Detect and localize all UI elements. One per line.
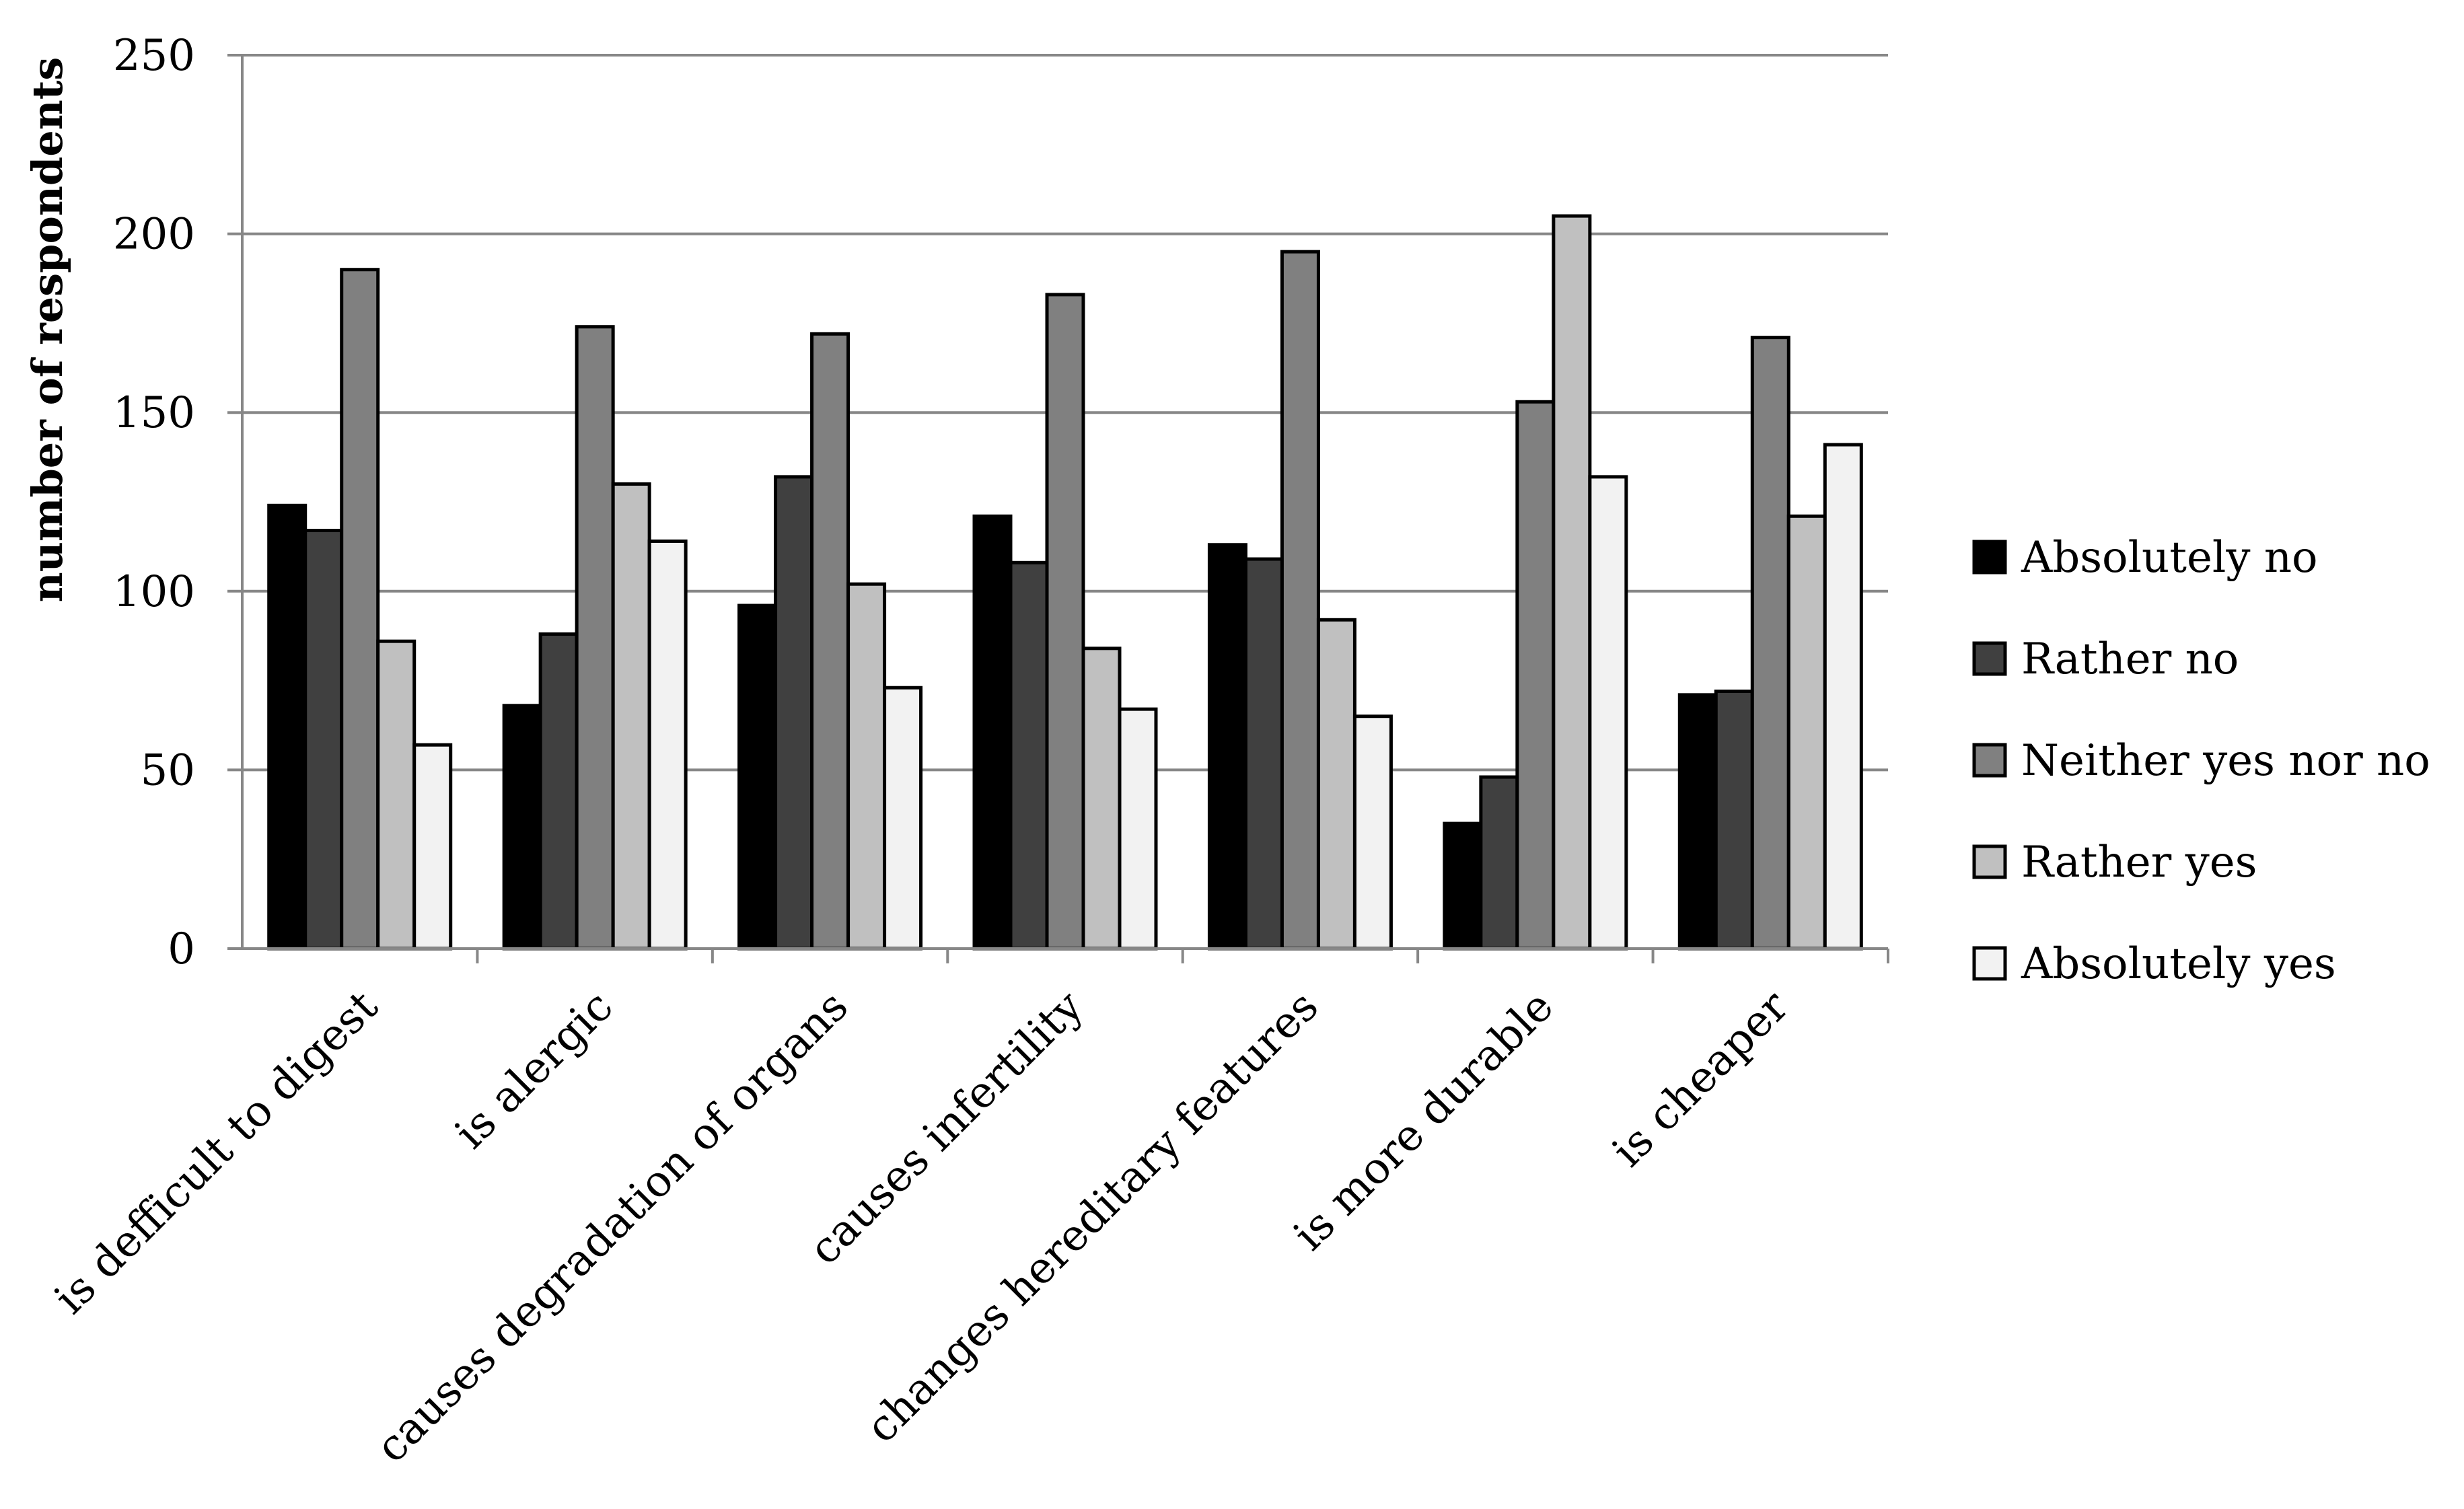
bar bbox=[1714, 690, 1754, 951]
bar bbox=[1750, 336, 1790, 951]
legend-label: Absolutely yes bbox=[2021, 939, 2336, 989]
bar bbox=[340, 268, 380, 951]
y-tick-label: 250 bbox=[113, 31, 195, 81]
bar bbox=[611, 482, 651, 951]
bar bbox=[810, 332, 850, 951]
bar bbox=[1243, 557, 1284, 951]
bar bbox=[1045, 293, 1085, 951]
bars bbox=[267, 214, 1863, 951]
legend-label: Rather yes bbox=[2021, 838, 2257, 887]
bar bbox=[538, 632, 579, 951]
bar bbox=[412, 743, 453, 951]
bar bbox=[737, 603, 778, 951]
bar bbox=[267, 503, 307, 951]
legend: Absolutely no Rather no Neither yes nor no… bbox=[1972, 533, 2430, 989]
bar bbox=[883, 686, 923, 951]
bar bbox=[1207, 543, 1247, 951]
bar bbox=[1786, 514, 1827, 951]
y-axis-title: number of respondents bbox=[23, 57, 72, 603]
bar bbox=[1443, 821, 1483, 951]
x-category-label: changes hereditary features bbox=[857, 982, 1328, 1452]
legend-swatch bbox=[1972, 743, 2007, 778]
bar bbox=[1081, 647, 1122, 951]
y-tick-label: 0 bbox=[168, 924, 195, 974]
bar bbox=[972, 514, 1013, 951]
bar bbox=[1118, 707, 1158, 951]
legend-label: Absolutely no bbox=[2021, 533, 2318, 583]
bar bbox=[1479, 775, 1519, 951]
y-tick-label: 50 bbox=[141, 745, 195, 795]
bar bbox=[1352, 714, 1393, 951]
x-category-label: is more durable bbox=[1284, 982, 1563, 1260]
bar bbox=[1280, 250, 1320, 951]
bar bbox=[1552, 214, 1592, 951]
legend-swatch bbox=[1972, 844, 2007, 879]
bar bbox=[502, 704, 542, 951]
legend-swatch bbox=[1972, 641, 2007, 676]
y-tick-label: 150 bbox=[113, 388, 195, 438]
legend-swatch bbox=[1972, 540, 2007, 575]
bar bbox=[1316, 618, 1356, 951]
y-tick-label: 200 bbox=[113, 210, 195, 260]
legend-label: Rather no bbox=[2021, 634, 2239, 684]
y-tick-label: 100 bbox=[113, 567, 195, 617]
bar bbox=[1588, 475, 1628, 951]
legend-label: Neither yes nor no bbox=[2021, 736, 2430, 786]
bar bbox=[774, 475, 814, 951]
bar bbox=[1515, 400, 1556, 951]
bar bbox=[1009, 560, 1049, 951]
bar bbox=[1677, 693, 1718, 951]
x-category-label: is defficult to digest bbox=[45, 982, 388, 1324]
axes bbox=[227, 54, 1889, 963]
x-category-label: causes degradation of organs bbox=[367, 982, 858, 1473]
legend-swatch bbox=[1972, 946, 2007, 981]
bar bbox=[1823, 443, 1863, 951]
bar bbox=[575, 325, 615, 951]
bar bbox=[376, 639, 416, 951]
x-category-label: is cheaper bbox=[1603, 982, 1799, 1177]
bar bbox=[846, 582, 887, 951]
y-tick-labels: 0 50 100 150 200 250 bbox=[113, 31, 195, 974]
bar bbox=[647, 539, 688, 951]
bar bbox=[303, 528, 344, 951]
x-category-label: is alergic bbox=[445, 982, 622, 1158]
